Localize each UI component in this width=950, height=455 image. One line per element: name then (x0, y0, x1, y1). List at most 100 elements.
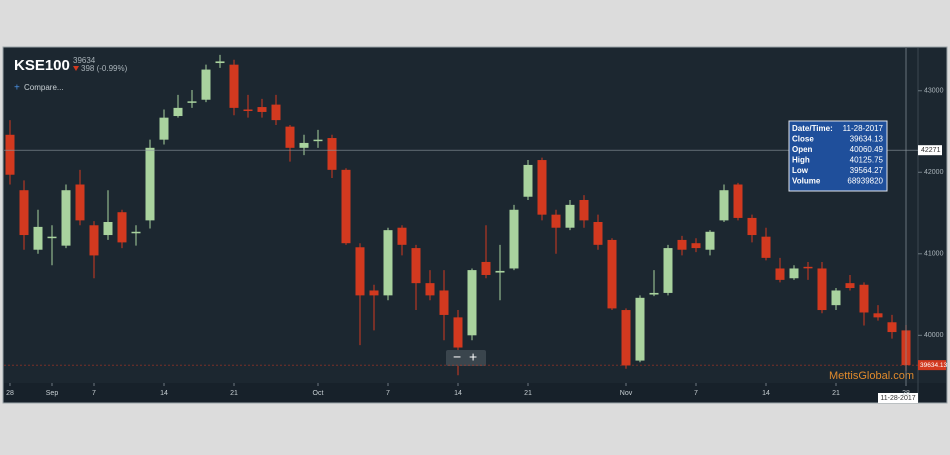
candle-body (425, 283, 435, 296)
y-tick-label: 40000 (924, 332, 944, 339)
candle-body (411, 248, 421, 284)
down-arrow (73, 66, 79, 71)
compare[interactable]: Compare... (24, 83, 64, 92)
candle-body (257, 107, 267, 112)
x-tick-label: 14 (762, 390, 770, 397)
candle-body (397, 227, 407, 245)
tooltip-label: Low (792, 166, 809, 175)
zoom-controls (446, 350, 486, 366)
candle-body (859, 284, 869, 313)
candle-body (299, 142, 309, 148)
x-axis-band (4, 383, 946, 402)
candle-body (201, 69, 211, 100)
candle-body (47, 236, 57, 239)
date-box (878, 393, 918, 403)
x-tick-label: 7 (92, 390, 96, 397)
change: 398 (-0.99%) (81, 64, 128, 73)
candle-body (523, 164, 533, 197)
candle-body (243, 109, 253, 112)
candle-body (593, 222, 603, 245)
candle-body (705, 231, 715, 250)
candle-body (719, 190, 729, 221)
x-tick-label: 28 (6, 390, 14, 397)
candle-body (355, 247, 365, 296)
symbol: KSE100 (14, 57, 70, 74)
tooltip-value: 39564.27 (850, 166, 884, 175)
candle-body (117, 212, 127, 243)
candle-body (565, 204, 575, 228)
candle-body (271, 104, 281, 121)
panel (2, 46, 948, 404)
candle-body (159, 117, 169, 140)
x-tick-label: 21 (230, 390, 238, 397)
last-price-box (918, 360, 946, 371)
candle-body (481, 261, 491, 275)
x-tick-label: 14 (454, 390, 462, 397)
candle-body (341, 169, 351, 244)
tooltip-label: Volume (792, 177, 821, 186)
candle-body (509, 209, 519, 269)
candle-body (677, 239, 687, 250)
watermark: MettisGlobal.com (829, 370, 914, 382)
candle-body (89, 225, 99, 256)
last-value: 39634 (73, 56, 96, 65)
x-tick-label: 14 (160, 390, 168, 397)
tooltip-label: High (792, 156, 810, 165)
tooltip-value: 40060.49 (850, 145, 884, 154)
candle-body (75, 184, 85, 221)
zoom-in[interactable]: + (469, 349, 477, 365)
candle-body (831, 290, 841, 306)
crosshair-label: 42271 (921, 147, 941, 154)
candle-body (537, 160, 547, 215)
candle-body (887, 322, 897, 333)
candle-body (61, 190, 71, 246)
zoom-out[interactable]: − (453, 349, 461, 365)
candle-body (551, 214, 561, 228)
candle-body (215, 61, 225, 64)
x-tick-label: 28 (902, 390, 910, 397)
candle-body (145, 147, 155, 221)
candle-body (327, 138, 337, 170)
last-price-label: 39634.13 (920, 362, 947, 369)
candle-body (873, 313, 883, 318)
y-tick-label: 41000 (924, 251, 944, 258)
tooltip-value: 39634.13 (850, 135, 884, 144)
candle-body (789, 268, 799, 279)
candle-body (453, 317, 463, 348)
candle-body (495, 270, 505, 273)
tooltip-value: 11-28-2017 (843, 124, 884, 133)
candle-body (817, 268, 827, 311)
candle-body (579, 199, 589, 221)
tooltip-label: Open (792, 145, 813, 154)
candle-body (103, 222, 113, 236)
date-label: 11-28-2017 (880, 395, 915, 402)
candle-body (775, 268, 785, 280)
y-tick-label: 43000 (924, 88, 944, 95)
tooltip-value: 40125.75 (850, 156, 884, 165)
candle-body (173, 107, 183, 117)
y-tick-label: 42000 (924, 169, 944, 176)
tooltip (788, 120, 888, 192)
candle-body (663, 248, 673, 293)
candle-body (747, 217, 757, 236)
candle-body (803, 266, 813, 269)
x-tick-label: 21 (832, 390, 840, 397)
x-tick-label: 7 (386, 390, 390, 397)
candle-body (761, 236, 771, 258)
candle-body (607, 239, 617, 309)
candle-body (439, 290, 449, 315)
candle-body (229, 64, 239, 108)
candle-body (187, 101, 197, 103)
x-tick-label: 21 (524, 390, 532, 397)
compare-plus[interactable]: + (14, 83, 20, 94)
candle-body (383, 230, 393, 296)
candle-body (5, 134, 15, 175)
candle-body (467, 270, 477, 336)
candle-body (691, 243, 701, 249)
candle-body (635, 297, 645, 361)
x-tick-label: Sep (46, 390, 59, 397)
candle-body (621, 310, 631, 366)
candle-body (369, 290, 379, 296)
